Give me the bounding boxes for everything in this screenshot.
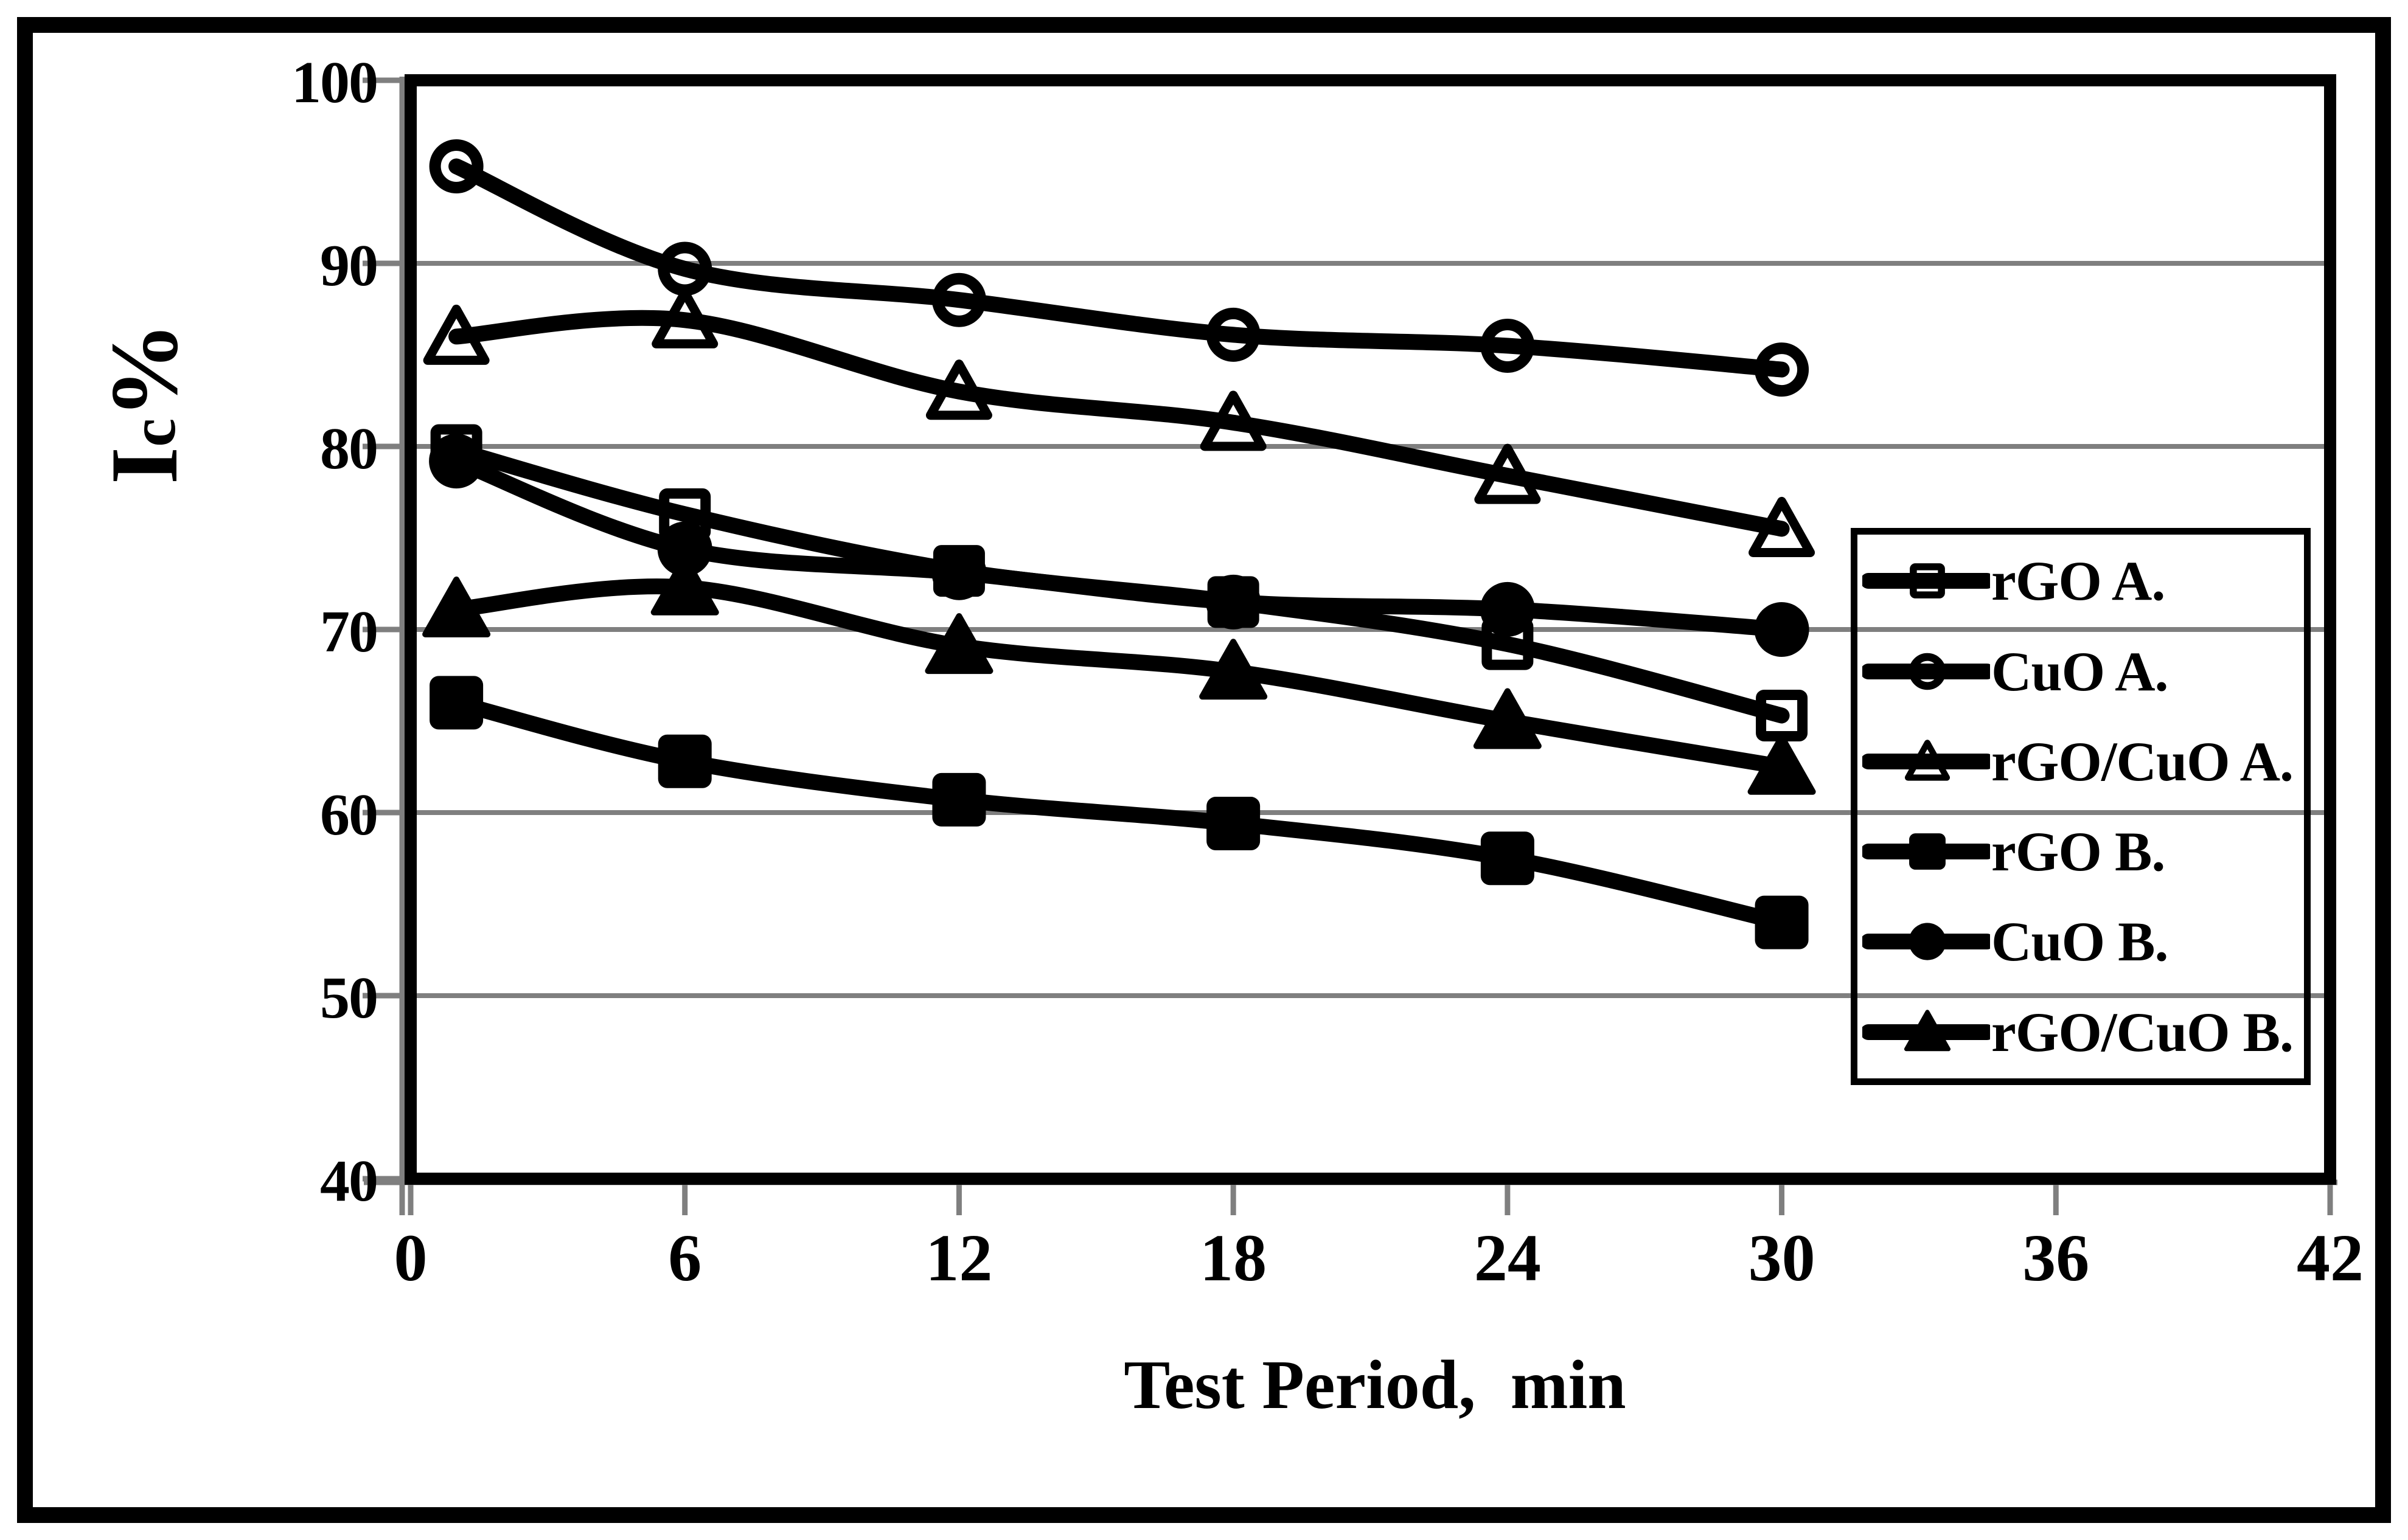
x-tick-label: 30	[1748, 1221, 1815, 1295]
series-rgo-cuo-b-	[422, 554, 1816, 795]
legend-item-cuo-b: CuO B.	[1862, 897, 2304, 987]
legend-label: rGO A.	[1991, 550, 2165, 612]
legend-item-rgo-a: rGO A.	[1862, 536, 2304, 626]
y-tick-label: 100	[291, 50, 378, 116]
y-axis-title-subscript: c	[117, 418, 189, 447]
figure-border	[17, 17, 2391, 1523]
series-cuo-a-	[429, 139, 1809, 397]
legend-marker-triangle-filled-icon	[1862, 1009, 1990, 1051]
legend-marker-square-filled-icon	[1862, 833, 1990, 870]
legend: rGO A. CuO A. rGO/CuO A. rGO B. CuO B. r…	[1851, 528, 2311, 1085]
legend-item-rgo-cuo-b: rGO/CuO B.	[1862, 987, 2304, 1077]
legend-marker-circle-filled-icon	[1862, 923, 1990, 961]
series-rgo-b-	[430, 676, 1809, 949]
series-cuo-b-	[429, 434, 1809, 657]
legend-item-rgo-b: rGO B.	[1862, 806, 2304, 897]
y-tick-label: 80	[320, 416, 378, 482]
plot-box	[405, 74, 2336, 1185]
legend-label: rGO/CuO B.	[1991, 1001, 2294, 1063]
x-tick-label: 6	[668, 1221, 702, 1295]
y-tick-label: 40	[320, 1148, 378, 1214]
legend-label: rGO B.	[1991, 820, 2165, 883]
y-tick-label: 90	[320, 233, 378, 299]
x-tick-label: 42	[2297, 1221, 2364, 1295]
x-tick-label: 12	[925, 1221, 993, 1295]
x-tick-label: 18	[1200, 1221, 1267, 1295]
x-tick-label: 0	[394, 1221, 428, 1295]
y-tick-label: 70	[320, 599, 378, 665]
y-axis-title-percent: %	[91, 322, 198, 418]
legend-marker-square-open-icon	[1862, 563, 1990, 599]
legend-label: CuO A.	[1991, 640, 2169, 702]
legend-label: CuO B.	[1991, 910, 2169, 973]
x-axis-title: Test Period, min	[1124, 1346, 1626, 1423]
legend-marker-circle-open-icon	[1862, 653, 1990, 690]
y-tick-label: 50	[320, 965, 378, 1031]
x-tick-label: 24	[1474, 1221, 1541, 1295]
legend-marker-triangle-open-icon	[1862, 740, 1990, 781]
x-tick-label: 36	[2022, 1221, 2090, 1295]
y-tick-label: 60	[320, 782, 378, 848]
legend-item-rgo-cuo-a: rGO/CuO A.	[1862, 716, 2304, 806]
series-rgo-cuo-a-	[423, 288, 1815, 557]
y-axis-title-base: I	[91, 446, 198, 485]
legend-label: rGO/CuO A.	[1991, 730, 2294, 793]
legend-item-cuo-a: CuO A.	[1862, 626, 2304, 716]
